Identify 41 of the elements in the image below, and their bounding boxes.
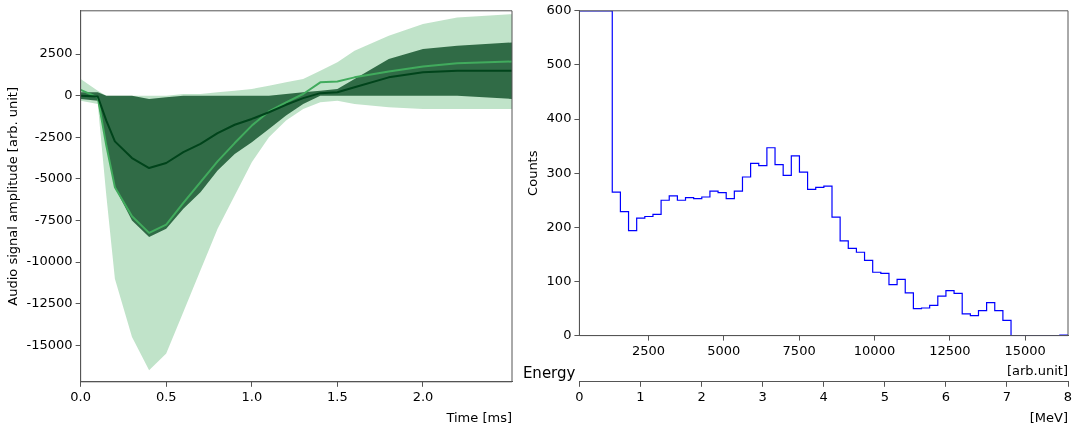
y-tick-label: 400 <box>546 110 572 126</box>
y-tick-label: 0 <box>64 87 73 103</box>
y-tick-label: 100 <box>546 272 572 288</box>
x2-axis-title: [MeV] <box>1029 409 1068 425</box>
y-axis-title: Counts <box>525 150 541 196</box>
x2-tick-label: 1 <box>636 388 645 404</box>
y-tick-label: -12500 <box>26 294 73 310</box>
x2-tick-label: 6 <box>941 388 950 404</box>
x2-tick-label: 0 <box>575 388 584 404</box>
x-axis-title: Time [ms] <box>445 409 512 425</box>
x2-tick-label: 4 <box>819 388 828 404</box>
y-tick-label: 500 <box>546 56 572 72</box>
x2-tick-label: 3 <box>758 388 767 404</box>
x2-tick-label: 5 <box>880 388 889 404</box>
y-tick-label: 0 <box>563 326 572 342</box>
y-tick-label: -2500 <box>34 128 73 144</box>
x2-tick-label: 8 <box>1063 388 1073 404</box>
x-tick-label: 2.0 <box>412 388 434 404</box>
x-tick-label: 15000 <box>1004 342 1046 358</box>
x2-tick-label: 7 <box>1002 388 1012 404</box>
x-tick-label: 1.0 <box>241 388 263 404</box>
y-tick-label: -7500 <box>34 211 73 227</box>
y-tick-label: 200 <box>546 218 572 234</box>
x2-tick-label: 2 <box>697 388 706 404</box>
x-tick-label: 12500 <box>929 342 971 358</box>
x-tick-label: 1.5 <box>327 388 348 404</box>
x-tick-label: 0.0 <box>70 388 91 404</box>
x-tick-label: 2500 <box>631 342 665 358</box>
x-tick-label: 5000 <box>707 342 741 358</box>
x-axis-title: [arb.unit] <box>1006 363 1068 379</box>
y-tick-label: 300 <box>546 164 572 180</box>
x-tick-label: 0.5 <box>155 388 177 404</box>
x-tick-label: 10000 <box>853 342 896 358</box>
y-axis-title: Audio signal amplitude [arb. unit] <box>5 86 21 306</box>
y-tick-label: -5000 <box>34 170 73 186</box>
y-tick-label: -15000 <box>26 336 73 352</box>
y-tick-label: 600 <box>546 2 572 18</box>
text: Energy <box>522 363 576 382</box>
y-tick-label: 2500 <box>39 45 73 61</box>
y-tick-label: -10000 <box>26 253 73 269</box>
x-tick-label: 7500 <box>782 342 816 358</box>
